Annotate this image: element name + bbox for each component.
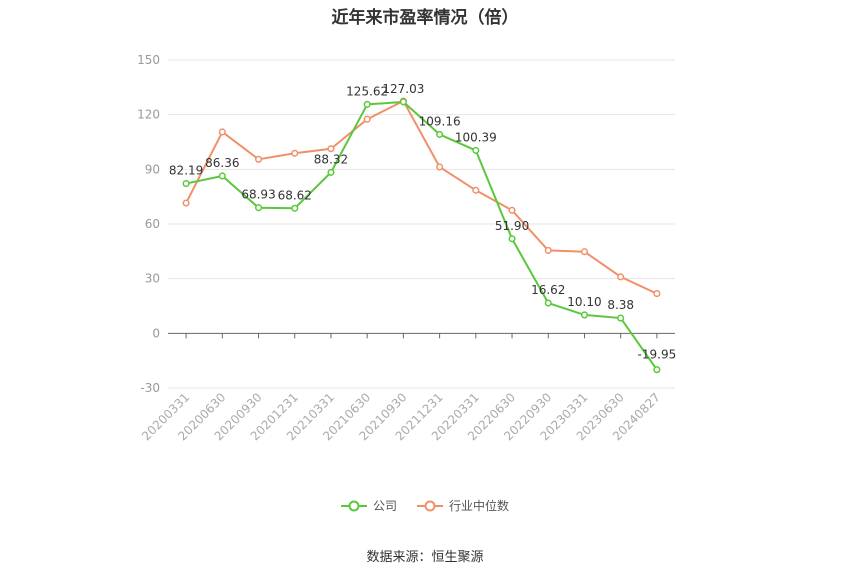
data-point-company[interactable] [254,204,263,212]
data-source-note: 数据来源：恒生聚源 [366,550,484,565]
axes: -300306090120150202003312020063020200930… [137,53,675,443]
data-label-company: 82.19 [169,164,203,178]
data-label-company: -19.95 [638,348,677,362]
data-label-company: 16.62 [531,283,565,297]
data-label-company: 127.03 [382,82,424,96]
data-label-company: 100.39 [455,130,497,144]
data-point-industry-median[interactable] [472,186,480,194]
y-tick-label: 60 [145,217,160,231]
data-point-company[interactable] [653,366,661,374]
data-point-industry-median[interactable] [580,248,589,256]
legend: 公司 行业中位数 [0,497,850,514]
data-label-company: 51.90 [495,219,529,233]
data-label-company: 88.32 [314,152,348,166]
legend-item-industry-median[interactable]: 行业中位数 [417,497,509,514]
data-label-company: 68.93 [241,188,275,202]
data-point-industry-median[interactable] [291,149,299,157]
data-point-company[interactable] [580,311,589,319]
legend-industry-marker-icon [417,500,443,511]
data-label-company: 10.10 [567,295,601,309]
y-tick-label: 90 [145,162,160,176]
series-line-company [185,100,658,371]
data-point-company[interactable] [291,204,299,212]
grid-lines [168,59,675,389]
data-point-company[interactable] [544,299,552,307]
legend-label-industry-median: 行业中位数 [449,499,510,513]
data-point-industry-median[interactable] [254,155,263,163]
y-tick-label: 30 [145,272,160,286]
data-label-company: 86.36 [205,156,239,170]
data-point-industry-median[interactable] [363,115,371,123]
data-point-company[interactable] [472,146,480,154]
y-tick-label: -30 [140,381,160,395]
data-point-company[interactable] [218,172,226,180]
data-point-industry-median[interactable] [508,206,516,214]
data-point-industry-median[interactable] [182,199,190,207]
series-line-industry-median [185,100,658,295]
data-label-company: 125.62 [346,84,388,98]
data-point-industry-median[interactable] [327,145,335,153]
data-label-company: 109.16 [419,114,461,128]
legend-item-company[interactable]: 公司 [340,497,397,514]
y-tick-label: 150 [137,53,160,67]
y-tick-label: 120 [137,108,160,122]
data-point-company[interactable] [327,168,335,176]
data-point-industry-median[interactable] [617,273,625,281]
legend-label-company: 公司 [372,499,397,513]
data-point-company[interactable] [508,235,516,243]
chart-title: 近年来市盈率情况（倍） [331,8,519,28]
data-point-industry-median[interactable] [218,128,226,136]
data-point-company[interactable] [436,130,444,138]
data-point-company[interactable] [363,100,371,108]
data-label-company: 8.38 [607,298,634,312]
y-tick-label: 0 [152,326,160,340]
data-point-industry-median[interactable] [653,290,661,298]
data-point-company[interactable] [617,314,625,322]
data-point-industry-median[interactable] [436,163,444,171]
legend-company-marker-icon [340,500,367,511]
data-label-company: 68.62 [278,188,312,202]
series-lines [182,97,661,374]
data-point-industry-median[interactable] [544,246,552,254]
data-point-company[interactable] [182,180,190,188]
data-point-company[interactable] [399,98,407,106]
